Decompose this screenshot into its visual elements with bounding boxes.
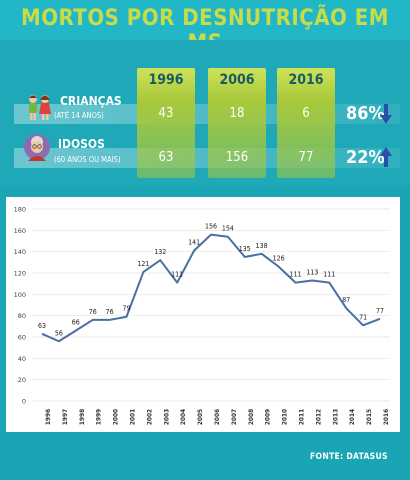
title-bar <box>0 0 410 40</box>
change-children: 86% <box>346 103 385 124</box>
y-tick-label: 180 <box>14 206 26 214</box>
cell-children-1996: 43 <box>158 106 174 121</box>
x-tick-label: 2002 <box>145 409 153 425</box>
column-2006 <box>208 68 266 178</box>
y-tick-label: 80 <box>18 312 26 320</box>
line-chart: 0 20 40 60 80 100 120 140 160 180 63 56 66 76 76 79 121 1… <box>14 206 390 425</box>
y-tick-label: 160 <box>14 227 26 235</box>
x-tick-label: 2010 <box>281 409 289 425</box>
x-tick-label: 2004 <box>179 409 187 425</box>
chart-card: 0 20 40 60 80 100 120 140 160 180 63 56 66 76 76 79 121 1… <box>6 197 400 432</box>
x-tick-label: 2005 <box>196 409 204 425</box>
children-icon <box>29 95 51 120</box>
x-tick-label: 2001 <box>129 409 137 425</box>
data-label: 71 <box>359 313 367 321</box>
y-tick-label: 40 <box>18 355 26 363</box>
x-tick-label: 1998 <box>78 409 86 425</box>
page-title: MORTOS POR DESNUTRIÇÃO EM MS <box>21 6 389 56</box>
cell-elderly-2006: 156 <box>225 150 249 165</box>
data-label: 87 <box>342 296 350 304</box>
x-tick-label: 2014 <box>348 409 356 425</box>
column-1996 <box>137 68 195 178</box>
elderly-woman-icon <box>24 134 50 161</box>
arrow-down-icon <box>380 104 392 124</box>
data-label: 132 <box>154 248 166 256</box>
column-label: 1996 <box>148 72 184 88</box>
data-label: 77 <box>376 307 384 315</box>
data-label: 138 <box>256 242 268 250</box>
x-tick-label: 2007 <box>230 409 238 425</box>
data-label: 154 <box>222 225 234 233</box>
cell-elderly-1996: 63 <box>158 150 174 165</box>
data-label: 126 <box>273 255 285 263</box>
y-tick-label: 0 <box>22 398 26 406</box>
data-label: 156 <box>205 223 217 231</box>
data-label: 76 <box>106 308 114 316</box>
x-tick-label: 2016 <box>382 409 390 425</box>
data-label: 56 <box>55 329 63 337</box>
x-tick-label: 2003 <box>162 409 170 425</box>
change-elderly: 22% <box>346 147 385 168</box>
x-tick-label: 1996 <box>44 409 52 425</box>
column-label: 2006 <box>219 72 255 88</box>
x-tick-label: 2011 <box>298 409 306 425</box>
row-sublabel-children: (ATÉ 14 ANOS) <box>54 111 104 120</box>
cell-children-2006: 18 <box>229 106 245 121</box>
data-label: 111 <box>289 271 301 279</box>
data-label: 111 <box>171 271 183 279</box>
x-tick-label: 2000 <box>112 409 120 425</box>
data-label: 111 <box>323 271 335 279</box>
y-tick-label: 20 <box>18 376 26 384</box>
x-tick-label: 2009 <box>264 409 272 425</box>
row-sublabel-elderly: (60 ANOS OU MAIS) <box>54 155 121 164</box>
y-tick-label: 120 <box>14 270 26 278</box>
y-tick-label: 100 <box>14 291 26 299</box>
y-tick-label: 60 <box>18 334 26 342</box>
x-tick-label: 1997 <box>61 409 69 425</box>
source-note: FONTE: DATASUS <box>310 452 388 462</box>
x-tick-label: 2012 <box>314 409 322 425</box>
column-label: 2016 <box>288 72 324 88</box>
x-tick-label: 1999 <box>95 409 103 425</box>
cell-children-2016: 6 <box>302 106 310 121</box>
column-2016 <box>277 68 335 178</box>
data-label: 121 <box>137 260 149 268</box>
data-label: 66 <box>72 319 80 327</box>
data-label: 141 <box>188 239 200 247</box>
arrow-up-icon <box>380 147 392 167</box>
data-label: 135 <box>239 245 251 253</box>
y-tick-label: 140 <box>14 248 26 256</box>
x-tick-label: 2015 <box>365 409 373 425</box>
summary-panel <box>0 40 410 188</box>
data-label: 79 <box>122 305 130 313</box>
data-label: 63 <box>38 322 46 330</box>
x-tick-label: 2013 <box>331 409 339 425</box>
cell-elderly-2016: 77 <box>298 150 314 165</box>
x-tick-label: 2008 <box>247 409 255 425</box>
row-label-children: CRIANÇAS <box>60 94 122 108</box>
series-line <box>41 233 381 343</box>
x-tick-label: 2006 <box>213 409 221 425</box>
row-label-elderly: IDOSOS <box>58 137 105 151</box>
data-label: 113 <box>306 268 318 276</box>
data-label: 76 <box>89 308 97 316</box>
